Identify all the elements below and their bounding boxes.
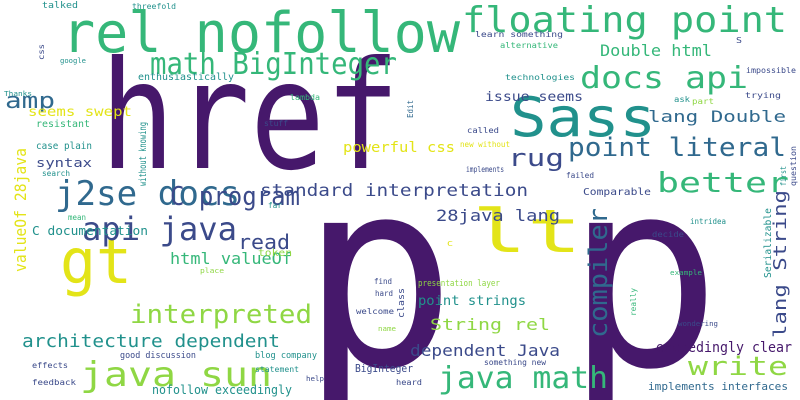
word-edit: Edit	[406, 100, 415, 118]
word-nofollow-exceedingly: nofollow exceedingly	[152, 383, 292, 397]
word-statement: statement	[255, 365, 299, 374]
word-learn-something: learn something	[475, 30, 563, 39]
word-stuff: stuff	[264, 119, 288, 128]
word-sass: Sass	[510, 86, 656, 149]
word-help: help	[306, 375, 324, 383]
word-floating-point: floating point	[462, 0, 787, 41]
word-dependent-java: dependent Java	[410, 341, 560, 360]
word-powerful-css: powerful css	[343, 140, 455, 156]
word-alternative: alternative	[500, 41, 558, 50]
word-c-documentation: C documentation	[32, 224, 148, 238]
word-string-rel: String rel	[430, 315, 550, 334]
word-case-plain: case plain	[36, 141, 92, 152]
word-amp: amp	[5, 89, 55, 114]
word-point-literal: point literal	[568, 133, 786, 163]
word-hard: hard	[375, 289, 393, 298]
word-p-2: p	[565, 125, 722, 400]
word-called: called	[467, 126, 499, 135]
word-wondering: wondering	[678, 320, 718, 328]
word-implements-interfaces: implements interfaces	[648, 380, 788, 393]
word-talked: talked	[42, 1, 78, 11]
word-search: search	[42, 169, 70, 178]
word-compiler: compiler	[584, 208, 614, 338]
word-presentation-layer: presentation layer	[418, 279, 500, 289]
word-double-html: Double html	[600, 41, 712, 60]
word-name: name	[378, 325, 396, 333]
word-html-valueof: html valueOf	[170, 249, 292, 268]
word-resistant: resistant	[36, 119, 90, 130]
word-better: better	[657, 166, 789, 199]
word-ask: ask	[674, 95, 690, 104]
word-standard-interpretation: standard interpretation	[260, 181, 528, 201]
word-intridea: intridea	[690, 217, 726, 226]
word-java-math: java math	[438, 361, 608, 396]
word-28java-lang: 28java lang	[436, 206, 560, 225]
word-c-small: C	[447, 240, 453, 248]
word-href: href	[100, 30, 400, 204]
word-class: class	[397, 288, 407, 318]
word-biginteger: BigInteger	[355, 362, 413, 375]
word-write: write	[688, 352, 788, 382]
word-read: read	[238, 230, 290, 254]
word-seems-swept: seems swept	[28, 105, 132, 120]
word-find: find	[374, 277, 392, 286]
word-rug: rug	[508, 144, 564, 172]
word-technologies: technologies	[505, 73, 575, 82]
word-new-without: new without	[460, 140, 510, 149]
word-exceedingly-clear: exceedingly clear	[656, 340, 792, 356]
word-c-program: C program	[170, 182, 300, 212]
word-impossible: impossible	[746, 66, 796, 75]
word-thanks: Thanks	[4, 90, 32, 98]
word-p-1: p	[300, 125, 457, 400]
word-gt: gt	[60, 225, 132, 298]
word-trying: trying	[745, 91, 781, 100]
word-decide: decide	[652, 230, 684, 239]
word-question: question	[789, 146, 798, 186]
word-implements: implements	[466, 165, 504, 174]
word-css: css	[37, 44, 46, 60]
word-lambda: lambda	[290, 93, 320, 102]
word-without-knowing: without knowing	[138, 122, 149, 186]
word-token: token	[258, 248, 292, 259]
word-java-sun: java sun	[80, 355, 272, 395]
word-issue-seems: issue seems	[485, 90, 583, 105]
word-serializable: Serializable	[763, 208, 774, 278]
word-example: example	[670, 269, 702, 277]
word-part: part	[692, 97, 714, 106]
word-j2se-docs: j2se docs	[55, 174, 240, 214]
word-interpreted: interpreted	[130, 300, 312, 330]
word-google: google	[60, 57, 86, 65]
word-enthusiastically: enthusiastically	[138, 72, 234, 83]
word-s: S	[736, 36, 742, 45]
word-blog-company: blog company	[255, 351, 318, 361]
word-mean: mean	[68, 213, 86, 222]
word-far: far	[268, 201, 282, 210]
word-something-new: something new	[484, 358, 546, 367]
word-rel-nofollow: rel nofollow	[62, 1, 460, 66]
word-place: place	[200, 267, 224, 275]
word-first: first	[779, 166, 788, 186]
word-api-java: api java	[82, 210, 237, 248]
word-threefold: threefold	[132, 2, 176, 11]
word-valueof-28java: valueOf 28java	[11, 148, 30, 272]
word-welcome: welcome	[356, 307, 394, 316]
word-lang-double: lang Double	[648, 107, 786, 126]
word-point-strings: point strings	[418, 294, 526, 309]
word-heard: heard	[396, 378, 422, 387]
word-effects: effects	[32, 361, 68, 370]
word-feedback: feedback	[32, 378, 76, 387]
word-failed: failed	[566, 171, 594, 180]
word-lt: lt	[472, 197, 582, 267]
word-syntax: syntax	[36, 156, 92, 170]
word-good-discussion: good discussion	[120, 351, 196, 361]
word-comparable: Comparable	[583, 187, 651, 198]
word-lang-string: lang String	[770, 190, 791, 338]
word-really: really	[629, 288, 638, 316]
word-math-biginteger: math BigInteger	[150, 47, 397, 82]
word-docs-api: docs api	[580, 61, 748, 96]
word-architecture-dependent: architecture dependent	[22, 331, 280, 352]
